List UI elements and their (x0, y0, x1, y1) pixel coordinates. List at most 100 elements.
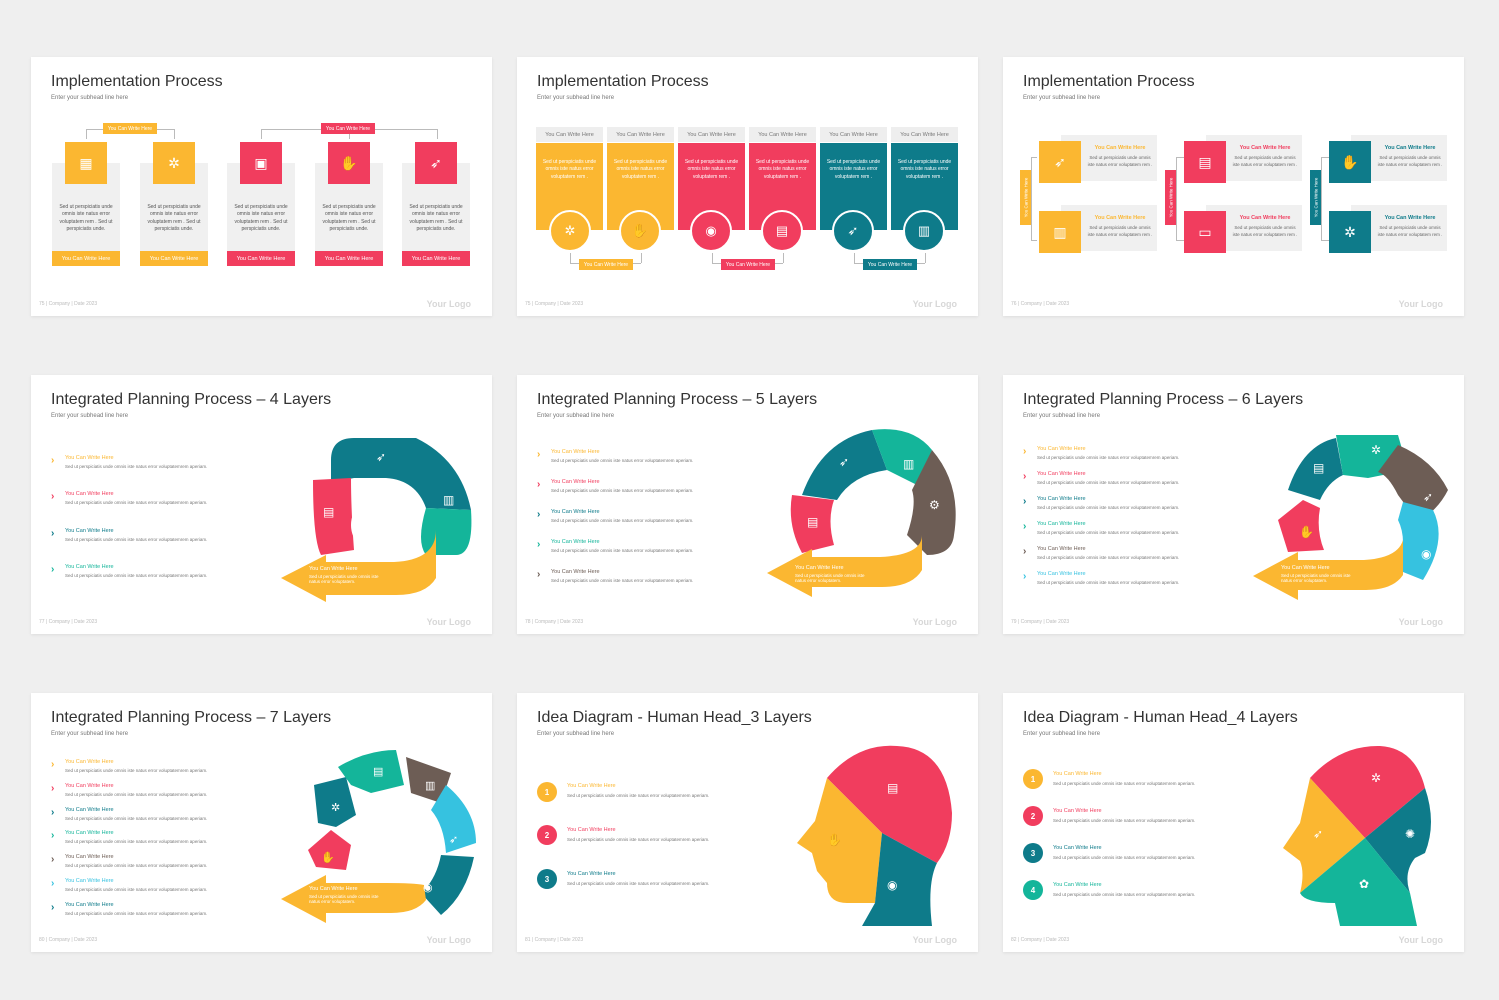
column-text: Sed ut perspiciatis unde omnis iste natu… (322, 204, 376, 232)
slide-logo: Your Logo (1398, 299, 1443, 309)
handshake-icon: ✋ (321, 852, 335, 864)
handshake-icon: ✋ (328, 142, 370, 184)
slide-planning-4-layers[interactable]: Integrated Planning Process – 4 Layers E… (31, 375, 492, 634)
slide-title: Idea Diagram - Human Head_3 Layers (537, 709, 812, 726)
slide-implementation-1[interactable]: Implementation Process Enter your subhea… (31, 57, 492, 316)
arrow-text: Sed ut perspiciatis unde omnis iste natu… (309, 894, 379, 904)
lightbulb-icon: ✺ (1405, 827, 1416, 841)
column-header: You Can Write Here (678, 127, 745, 142)
slide-subhead: Enter your subhead line here (51, 731, 129, 737)
gear-icon: ⚙ (929, 498, 940, 512)
slide-planning-6-layers[interactable]: Integrated Planning Process – 6 Layers E… (1003, 375, 1464, 634)
slide-planning-5-layers[interactable]: Integrated Planning Process – 5 Layers E… (517, 375, 978, 634)
step-title: You Can Write Here (1053, 808, 1102, 814)
slide-footer: 76 | Company | Date 2023 (1011, 301, 1070, 307)
slide-subhead: Enter your subhead line here (1023, 731, 1101, 737)
step-title: You Can Write Here (1053, 771, 1102, 777)
step-text: Sed ut perspiciatis unde omnis iste natu… (567, 837, 710, 842)
column-footer: You Can Write Here (140, 251, 208, 266)
presentation-icon: ▤ (807, 515, 819, 529)
slide-planning-7-layers[interactable]: Integrated Planning Process – 7 Layers E… (31, 693, 492, 952)
slide-human-head-4[interactable]: Idea Diagram - Human Head_4 Layers Enter… (1003, 693, 1464, 952)
slide-title: Integrated Planning Process – 7 Layers (51, 709, 332, 726)
step-number: 4 (1023, 880, 1043, 900)
arrow-text: Sed ut perspiciatis unde omnis iste natu… (795, 573, 865, 583)
chart-icon: ▦ (65, 142, 107, 184)
slide-human-head-3[interactable]: Idea Diagram - Human Head_3 Layers Enter… (517, 693, 978, 952)
handshake-icon: ✋ (1329, 141, 1371, 183)
arrow-text: Sed ut perspiciatis unde omnis iste natu… (309, 574, 379, 584)
column-header: You Can Write Here (891, 127, 958, 142)
rocket-icon: ➶ (832, 210, 874, 252)
network-icon: ✲ (331, 802, 341, 814)
slide-subhead: Enter your subhead line here (51, 95, 129, 101)
column-text: Sed ut perspiciatis unde omnis iste natu… (59, 204, 113, 232)
slide-title: Implementation Process (51, 73, 223, 90)
step-title: You Can Write Here (567, 871, 616, 877)
group-tag: You Can Write Here (579, 259, 633, 270)
arrow-text: Sed ut perspiciatis unde omnis iste natu… (1281, 573, 1351, 583)
network-icon: ✲ (549, 210, 591, 252)
slide-subhead: Enter your subhead line here (537, 413, 615, 419)
presentation-icon: ▤ (1184, 141, 1226, 183)
slide-footer: 77 | Company | Date 2023 (39, 619, 98, 625)
step-title: You Can Write Here (567, 827, 616, 833)
slide-title: Implementation Process (537, 73, 709, 90)
step-title: You Can Write Here (1053, 882, 1102, 888)
step-text: Sed ut perspiciatis unde omnis iste natu… (1053, 892, 1196, 897)
handshake-icon: ✋ (619, 210, 661, 252)
rocket-icon: ➶ (1039, 141, 1081, 183)
money-icon: ◉ (690, 210, 732, 252)
rocket-icon: ➶ (376, 450, 387, 464)
group-tag: You Can Write Here (721, 259, 775, 270)
network-icon: ✲ (1371, 771, 1382, 785)
head-diagram (1283, 745, 1431, 926)
step-text: Sed ut perspiciatis unde omnis iste natu… (1053, 818, 1196, 823)
column-footer: You Can Write Here (402, 251, 470, 266)
monitor-icon: ▭ (1184, 211, 1226, 253)
arrow-label: You Can Write Here (795, 565, 844, 571)
column-text: Sed ut perspiciatis unde omnis iste natu… (234, 204, 288, 232)
cycle-diagram (281, 750, 476, 923)
flower-icon: ✿ (1359, 877, 1370, 891)
rocket-icon: ➶ (449, 834, 459, 846)
bag-icon: ▥ (903, 457, 915, 471)
bag-icon: ▥ (425, 780, 436, 792)
group-tag: You Can Write Here (1310, 170, 1321, 225)
slide-title: Idea Diagram - Human Head_4 Layers (1023, 709, 1298, 726)
slide-implementation-2[interactable]: Implementation Process Enter your subhea… (517, 57, 978, 316)
handshake-icon: ✋ (1299, 525, 1314, 539)
slide-logo: Your Logo (426, 299, 471, 309)
money-icon: ◉ (887, 878, 898, 892)
money-icon: ◉ (1421, 547, 1432, 561)
column-header: You Can Write Here (820, 127, 887, 142)
presentation-icon: ▤ (887, 781, 899, 795)
column-footer: You Can Write Here (227, 251, 295, 266)
bag-icon: ▥ (443, 493, 455, 507)
column-footer: You Can Write Here (315, 251, 383, 266)
step-text: Sed ut perspiciatis unde omnis iste natu… (1053, 781, 1196, 786)
column-header: You Can Write Here (607, 127, 674, 142)
slide-subhead: Enter your subhead line here (537, 731, 615, 737)
column-header: You Can Write Here (536, 127, 603, 142)
group-tag: You Can Write Here (103, 123, 157, 134)
slide-logo: Your Logo (1398, 935, 1443, 945)
gift-icon: ▣ (240, 142, 282, 184)
step-text: Sed ut perspiciatis unde omnis iste natu… (1053, 855, 1196, 860)
bag-icon: ▥ (1039, 211, 1081, 253)
slide-footer: 78 | Company | Date 2023 (525, 619, 584, 625)
presentation-icon: ▤ (761, 210, 803, 252)
column-footer: You Can Write Here (52, 251, 120, 266)
slide-title: Integrated Planning Process – 4 Layers (51, 391, 332, 408)
group-tag: You Can Write Here (321, 123, 375, 134)
rocket-icon: ➶ (415, 142, 457, 184)
rocket-icon: ➶ (839, 455, 850, 469)
group-tag: You Can Write Here (1165, 170, 1176, 225)
slide-logo: Your Logo (426, 935, 471, 945)
group-tag: You Can Write Here (863, 259, 917, 270)
rocket-icon: ➶ (1423, 490, 1434, 504)
slide-subhead: Enter your subhead line here (1023, 95, 1101, 101)
slide-footer: 82 | Company | Date 2023 (1011, 937, 1070, 943)
slide-implementation-3[interactable]: Implementation Process Enter your subhea… (1003, 57, 1464, 316)
arrow-label: You Can Write Here (309, 566, 358, 572)
